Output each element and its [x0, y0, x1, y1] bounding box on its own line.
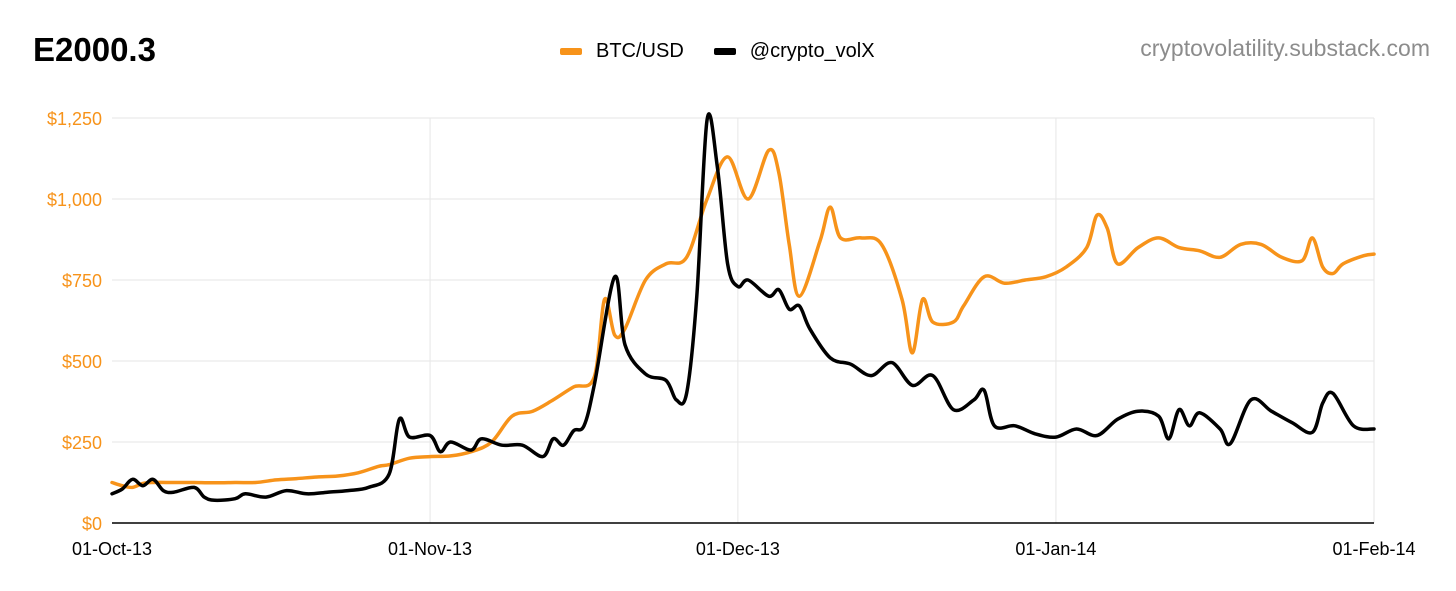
series-line-btc-usd [110, 147, 1376, 490]
chart-legend: BTC/USD @crypto_volX [560, 40, 905, 63]
legend-label-volx: @crypto_volX [749, 40, 875, 62]
y-tick-label: $1,250 [47, 109, 102, 129]
series-line-crypto-volx [110, 112, 1376, 503]
x-tick-label: 01-Nov-13 [388, 539, 472, 559]
legend-swatch-volx [713, 48, 736, 55]
y-tick-label: $750 [62, 271, 102, 291]
legend-item-btc: BTC/USD [560, 40, 684, 63]
legend-item-volx: @crypto_volX [713, 40, 875, 63]
chart-title: E2000.3 [33, 31, 156, 68]
y-tick-label: $500 [62, 352, 102, 372]
x-tick-label: 01-Feb-14 [1332, 539, 1415, 559]
y-tick-label: $250 [62, 433, 102, 453]
watermark: cryptovolatility.substack.com [1140, 35, 1430, 61]
legend-label-btc: BTC/USD [596, 40, 684, 62]
legend-swatch-btc [560, 48, 582, 55]
x-tick-label: 01-Dec-13 [696, 539, 780, 559]
y-tick-label: $0 [82, 514, 102, 534]
x-tick-label: 01-Jan-14 [1015, 539, 1096, 559]
y-tick-label: $1,000 [47, 190, 102, 210]
x-tick-label: 01-Oct-13 [72, 539, 152, 559]
